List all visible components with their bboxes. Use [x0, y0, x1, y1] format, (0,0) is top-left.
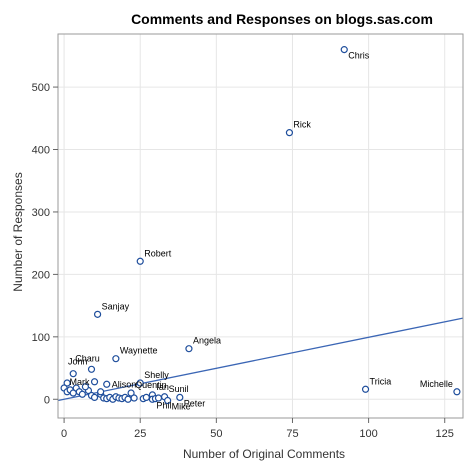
- y-tick-label: 0: [44, 394, 50, 406]
- scatter-point: [63, 379, 71, 387]
- point-label: Peter: [184, 398, 206, 408]
- scatter-point: [69, 370, 77, 378]
- scatter-point: [93, 310, 102, 318]
- point-label: Sunil: [169, 384, 189, 394]
- x-tick-label: 0: [61, 428, 67, 440]
- point-labels: Chris Rick Robert Sanjay Angela Waynette JohnC…: [68, 51, 453, 412]
- scatter-point: [97, 388, 105, 396]
- point-label: Mark: [70, 377, 90, 387]
- point-label: Ian: [156, 382, 169, 392]
- scatter-point: [185, 345, 193, 353]
- y-tick-label: 300: [32, 207, 50, 219]
- y-tick-label: 500: [32, 82, 50, 94]
- data-points: [60, 46, 461, 405]
- point-label: Chris: [348, 51, 370, 61]
- y-tick-label: 400: [32, 145, 50, 157]
- x-tick-label: 75: [286, 428, 298, 440]
- y-tick-label: 200: [32, 269, 50, 281]
- scatter-point: [112, 355, 120, 363]
- scatter-point: [81, 383, 90, 391]
- y-tick-label: 100: [32, 332, 50, 344]
- chart-title: Comments and Responses on blogs.sas.com: [131, 11, 433, 27]
- scatter-point: [340, 46, 348, 54]
- x-tick-label: 100: [359, 428, 377, 440]
- point-label: Michelle: [420, 379, 453, 389]
- point-label: Quentin: [135, 380, 167, 390]
- regression-line: [57, 317, 464, 402]
- scatter-point: [285, 129, 294, 137]
- regression-line-layer: [57, 317, 464, 402]
- scatter-point: [130, 394, 138, 402]
- scatter-point: [142, 393, 150, 401]
- point-label: Rick: [293, 120, 311, 130]
- point-label: Waynette: [120, 346, 158, 356]
- scatter-point: [90, 393, 99, 401]
- axes: 0 25 50 75 100 125 0 100 200 300 400 500: [32, 33, 464, 440]
- x-tick-label: 50: [210, 428, 222, 440]
- point-label: Mike: [172, 402, 191, 412]
- scatter-point: [78, 390, 86, 398]
- point-label: Alison: [112, 379, 137, 389]
- gridlines: [58, 34, 463, 418]
- point-label: Shelly: [144, 370, 169, 380]
- x-tick-label: 125: [436, 428, 454, 440]
- point-label: Sanjay: [102, 301, 130, 311]
- point-label: John: [68, 356, 88, 366]
- scatter-point: [136, 257, 144, 265]
- point-label: Charu: [75, 354, 100, 364]
- scatter-point: [136, 379, 144, 387]
- point-label: Tricia: [370, 376, 392, 386]
- scatter-point: [103, 380, 111, 388]
- y-axis-label: Number of Responses: [11, 172, 25, 291]
- scatter-point: [361, 385, 370, 393]
- point-label: Phil: [156, 400, 171, 410]
- scatter-point: [87, 365, 96, 373]
- scatter-point: [164, 396, 172, 405]
- x-tick-label: 25: [134, 428, 146, 440]
- x-axis-label: Number of Original Comments: [183, 447, 345, 461]
- scatter-point: [124, 395, 132, 403]
- point-label: Robert: [144, 248, 172, 258]
- scatter-point: [90, 378, 99, 386]
- scatter-point: [154, 394, 163, 402]
- plot-frame: [57, 33, 464, 419]
- point-label: Angela: [193, 336, 221, 346]
- scatter-point: [453, 388, 461, 396]
- scatter-point: [176, 393, 184, 401]
- scatter-point: [127, 389, 135, 397]
